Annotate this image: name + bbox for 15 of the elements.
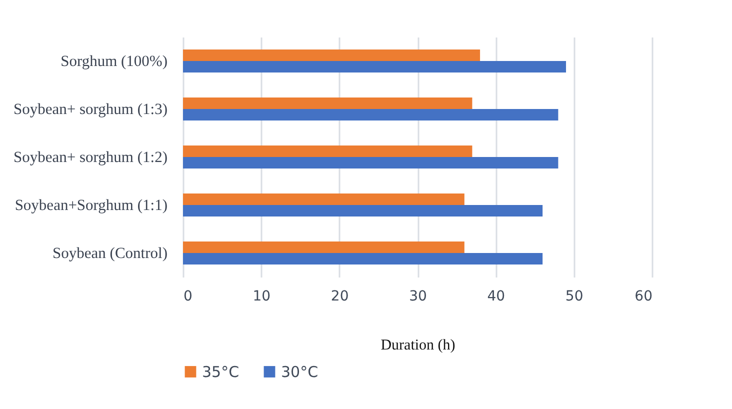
y-tick-label: Soybean+ sorghum (1:3) [14, 101, 168, 118]
legend-label: 35°C [202, 362, 240, 381]
y-tick-label: Soybean (Control) [52, 245, 168, 262]
x-tick-label: 60 [634, 288, 652, 304]
x-axis-title: Duration (h) [380, 338, 456, 354]
x-tick-label: 30 [409, 288, 427, 304]
y-tick-label: Sorghum (100%) [60, 53, 168, 70]
y-tick-label: Soybean+ sorghum (1:2) [14, 149, 168, 166]
x-tick-label: 0 [184, 288, 192, 304]
x-tick-label: 40 [487, 288, 506, 304]
x-tick-label: 50 [565, 288, 584, 304]
y-tick-label: Soybean+Sorghum (1:1) [14, 197, 168, 214]
x-tick-label: 10 [252, 288, 271, 304]
legend-label: 30°C [281, 362, 318, 381]
x-tick-label: 20 [330, 288, 349, 304]
